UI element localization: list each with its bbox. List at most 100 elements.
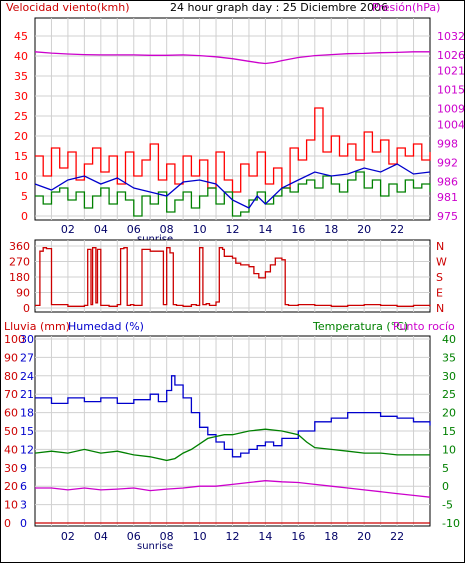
temperature-tick-label: -5 xyxy=(442,499,453,512)
humidity-tick-label: 12 xyxy=(20,443,34,456)
x-tick-label: 12 xyxy=(226,223,240,236)
humidity-tick-label: 30 xyxy=(20,333,34,346)
x-tick-label: 14 xyxy=(258,530,272,543)
x-tick-label: 06 xyxy=(127,223,141,236)
x-tick-label: 04 xyxy=(94,530,108,543)
humidity-temp-series xyxy=(34,375,431,524)
wind-tick-label: 35 xyxy=(14,70,28,83)
rain-tick-label: 90 xyxy=(4,351,18,364)
rain-tick-label: 100 xyxy=(4,333,25,346)
x-tick-label: 14 xyxy=(258,223,272,236)
wind-tick-label: 0 xyxy=(21,210,28,223)
x-tick-label: 18 xyxy=(324,223,338,236)
pressure-tick-label: 1026 xyxy=(437,49,465,62)
rain-tick-label: 0 xyxy=(4,517,11,530)
humidity-tick-label: 15 xyxy=(20,425,34,438)
humidity-tick-label: 6 xyxy=(20,480,27,493)
direction-tick-label: 360 xyxy=(9,240,30,253)
direction-grid xyxy=(35,240,430,312)
direction-tick-label: 270 xyxy=(9,256,30,269)
pressure-tick-label: 975 xyxy=(437,210,458,223)
x-tick-label: 16 xyxy=(291,223,305,236)
pressure-tick-label: 1009 xyxy=(437,103,465,116)
wind-tick-label: 40 xyxy=(14,50,28,63)
x-axis-ticks-top: 02 04 06 08 10 12 14 16 18 20 22 xyxy=(61,223,404,236)
direction-tick-label: 0 xyxy=(23,302,30,315)
pressure-tick-label: 992 xyxy=(437,156,458,169)
dew-point-axis-label: Punto rocío xyxy=(393,320,455,333)
temperature-tick-label: 35 xyxy=(442,351,456,364)
rain-tick-label: 20 xyxy=(4,480,18,493)
wind-tick-label: 30 xyxy=(14,90,28,103)
rain-tick-label: 30 xyxy=(4,462,18,475)
x-tick-label: 20 xyxy=(357,223,371,236)
pressure-tick-label: 986 xyxy=(437,175,458,188)
wind-tick-label: 45 xyxy=(14,30,28,43)
temperature-tick-label: 5 xyxy=(442,462,449,475)
temperature-tick-label: 30 xyxy=(442,370,456,383)
wind-tick-label: 5 xyxy=(21,190,28,203)
compass-tick-label: S xyxy=(436,271,443,284)
compass-tick-label: W xyxy=(436,256,447,269)
x-tick-label: 02 xyxy=(61,530,75,543)
wind-pressure-series xyxy=(34,51,431,217)
temperature-ticks: -10 -5 0 5 10 15 20 25 30 35 40 xyxy=(442,333,460,530)
temperature-tick-label: 0 xyxy=(442,480,449,493)
direction-tick-label: 180 xyxy=(9,271,30,284)
humidity-line xyxy=(35,375,431,458)
direction-series xyxy=(35,247,431,307)
pressure-line xyxy=(34,51,430,65)
wind-avg-line xyxy=(34,163,431,209)
humidity-tick-label: 0 xyxy=(20,517,27,530)
dew-point-line xyxy=(35,480,431,498)
wind-speed-axis-label: Velocidad viento(kmh) xyxy=(6,1,130,14)
sunrise-label-bottom: sunrise xyxy=(137,541,173,552)
x-tick-label: 08 xyxy=(160,223,174,236)
pressure-tick-label: 998 xyxy=(437,137,458,150)
humidity-tick-label: 21 xyxy=(20,388,34,401)
rain-tick-label: 80 xyxy=(4,370,18,383)
x-tick-label: 10 xyxy=(193,530,207,543)
temperature-axis-label: Temperatura (°C) xyxy=(312,320,408,333)
x-tick-label: 04 xyxy=(94,223,108,236)
humidity-tick-label: 9 xyxy=(20,462,27,475)
humidity-tick-label: 3 xyxy=(20,499,27,512)
wind-low-line xyxy=(35,171,431,217)
wind-tick-label: 25 xyxy=(14,110,28,123)
temperature-tick-label: -10 xyxy=(442,517,460,530)
humidity-tick-label: 24 xyxy=(20,370,34,383)
x-tick-label: 22 xyxy=(390,530,404,543)
temperature-line xyxy=(34,428,430,462)
pressure-tick-label: 1015 xyxy=(437,84,465,97)
temperature-tick-label: 10 xyxy=(442,443,456,456)
pressure-tick-label: 1021 xyxy=(437,65,465,78)
pressure-tick-label: 1032 xyxy=(437,30,465,43)
temperature-tick-label: 15 xyxy=(442,425,456,438)
compass-tick-label: N xyxy=(436,240,444,253)
wind-tick-label: 20 xyxy=(14,130,28,143)
compass-tick-label: N xyxy=(436,302,444,315)
x-tick-label: 08 xyxy=(160,530,174,543)
humidity-grid xyxy=(35,336,430,526)
rain-tick-label: 10 xyxy=(4,499,18,512)
rain-tick-label: 60 xyxy=(4,407,18,420)
direction-degree-ticks: 0 90 180 270 360 xyxy=(9,240,30,315)
temperature-tick-label: 40 xyxy=(442,333,456,346)
temperature-tick-label: 20 xyxy=(442,407,456,420)
wind-tick-label: 15 xyxy=(14,150,28,163)
pressure-ticks: 975 981 986 992 998 1004 1009 1015 1021 1026 1032 xyxy=(437,30,465,223)
rain-tick-label: 40 xyxy=(4,443,18,456)
x-tick-label: 02 xyxy=(61,223,75,236)
pressure-tick-label: 1004 xyxy=(437,118,465,131)
x-tick-label: 12 xyxy=(226,530,240,543)
x-tick-label: 10 xyxy=(193,223,207,236)
pressure-tick-label: 981 xyxy=(437,191,458,204)
wind-direction-line xyxy=(35,247,431,307)
chart-title: 24 hour graph day : 25 Diciembre 2006 xyxy=(170,1,388,14)
temperature-tick-label: 25 xyxy=(442,388,456,401)
wind-speed-ticks: 0 5 10 15 20 25 30 35 40 45 xyxy=(14,30,28,223)
humidity-axis-label: Humedad (%) xyxy=(68,320,144,333)
